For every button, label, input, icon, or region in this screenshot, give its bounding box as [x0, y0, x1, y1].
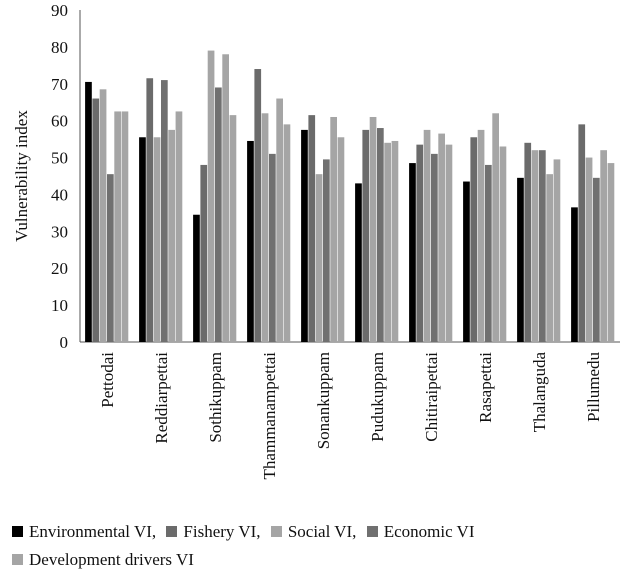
legend-label: Social VI, — [287, 522, 357, 541]
x-tick-label: Pettodai — [98, 352, 117, 408]
bar — [107, 174, 114, 342]
bar — [92, 98, 100, 342]
bar — [207, 50, 215, 342]
x-tick-label: Pudukuppam — [368, 352, 387, 442]
bar — [553, 159, 561, 342]
bar — [276, 98, 283, 342]
chart-legend: Environmental VI, Fishery VI, Social VI,… — [12, 518, 632, 574]
y-tick-label: 30 — [51, 222, 68, 241]
bar — [114, 111, 121, 342]
bar — [423, 129, 431, 342]
bar — [585, 157, 593, 342]
x-tick-label: Thalanguda — [530, 352, 549, 433]
bar — [377, 128, 384, 342]
bar — [261, 113, 269, 342]
y-tick-label: 40 — [51, 185, 68, 204]
bar — [499, 146, 507, 342]
bar — [416, 144, 424, 342]
bar — [323, 159, 330, 342]
bar — [362, 129, 370, 342]
bar — [269, 153, 276, 342]
bar — [308, 115, 316, 342]
y-tick-label: 50 — [51, 149, 68, 168]
bar — [161, 80, 168, 342]
bar — [175, 111, 183, 342]
legend-label: Environmental VI, — [29, 522, 157, 541]
bar — [539, 150, 546, 342]
y-tick-label: 10 — [51, 296, 68, 315]
bar — [121, 111, 129, 342]
bar — [477, 129, 485, 342]
bar — [492, 113, 499, 342]
x-tick-label: Chitiraipettai — [422, 352, 441, 442]
legend-item-social: Social VI, — [270, 518, 357, 546]
x-tick-label: Reddiarpettai — [152, 352, 171, 444]
bar — [485, 164, 492, 342]
legend-label: Economic VI — [383, 522, 475, 541]
bar — [571, 207, 578, 342]
legend-swatch — [270, 526, 282, 537]
legend-item-fishery: Fishery VI, — [166, 518, 261, 546]
bar — [254, 69, 262, 343]
bar — [470, 137, 478, 342]
bar — [355, 183, 362, 342]
bar-chart: 0 10 20 30 40 50 60 70 80 90 Vulnerability index Pe… — [12, 1, 620, 480]
bar — [369, 116, 377, 342]
bar — [337, 137, 345, 342]
bar — [215, 87, 222, 342]
bar — [546, 174, 553, 342]
bar — [607, 163, 615, 342]
bar — [330, 116, 337, 342]
bar — [438, 133, 445, 342]
bar — [524, 142, 532, 342]
legend-swatch — [366, 526, 378, 537]
bar — [85, 81, 92, 343]
y-tick-label: 80 — [51, 38, 68, 57]
x-tick-label: Sothikuppam — [206, 352, 225, 443]
legend-item-environmental: Environmental VI, — [12, 518, 156, 546]
legend-swatch — [12, 554, 23, 565]
x-tick-label: Sonankuppam — [314, 352, 333, 449]
legend-swatch — [12, 526, 23, 537]
bar — [153, 137, 161, 342]
bar — [593, 177, 600, 342]
bar — [200, 164, 208, 342]
bar — [222, 54, 229, 343]
y-tick-label: 60 — [51, 112, 68, 131]
bar — [229, 115, 237, 342]
bar — [315, 174, 323, 342]
bar — [431, 153, 438, 342]
bar — [517, 177, 524, 342]
bar — [384, 142, 391, 342]
bar — [146, 78, 154, 343]
y-tick-label: 20 — [51, 259, 68, 278]
legend-swatch — [166, 526, 178, 537]
bar — [193, 214, 200, 342]
bar — [531, 150, 539, 342]
x-tick-label: Rasapettai — [476, 352, 495, 423]
bar — [283, 124, 291, 342]
bar — [247, 140, 254, 342]
bar — [409, 163, 416, 342]
y-tick-label: 90 — [51, 1, 68, 20]
bar — [445, 144, 453, 342]
legend-label: Fishery VI, — [183, 522, 261, 541]
y-tick-label: 0 — [60, 333, 69, 352]
bar — [168, 129, 175, 342]
bar — [600, 150, 607, 342]
y-axis-title: Vulnerability index — [12, 110, 31, 242]
legend-item-economic: Economic VI — [366, 518, 475, 546]
bar — [301, 129, 308, 342]
legend-label: Development drivers VI — [29, 550, 194, 569]
bar — [99, 89, 107, 342]
legend-item-development-drivers: Development drivers VI — [12, 546, 194, 574]
bar — [139, 137, 146, 342]
bar — [391, 140, 399, 342]
x-tick-label: Thammanampettai — [260, 352, 279, 480]
x-tick-label: Pillumedu — [584, 352, 603, 422]
bar — [463, 181, 470, 342]
bar — [578, 124, 586, 342]
y-tick-label: 70 — [51, 75, 68, 94]
